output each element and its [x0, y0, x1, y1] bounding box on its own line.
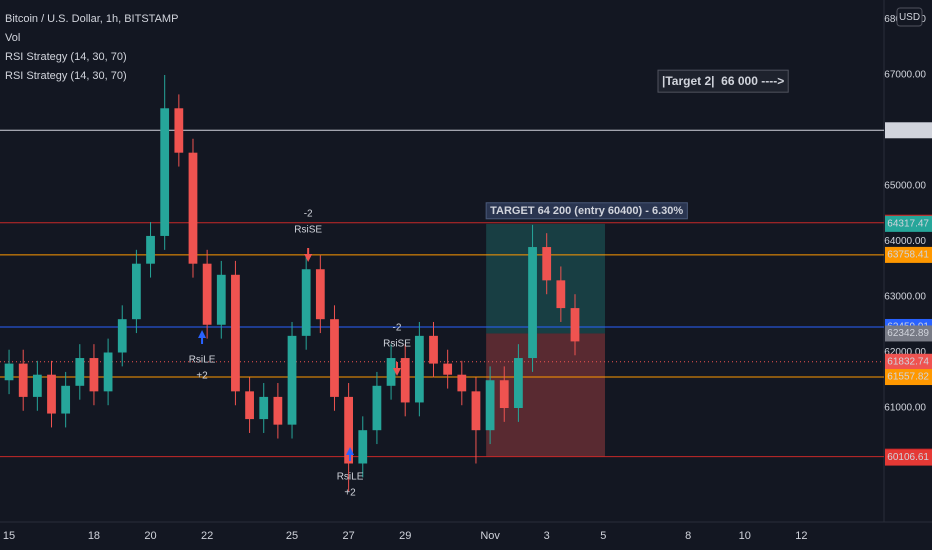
- signal-arrow: [393, 361, 402, 376]
- signal-label: RsiSE: [383, 339, 411, 350]
- signal-qty: +2: [344, 488, 356, 499]
- y-tick-label: 67000.00: [884, 70, 926, 81]
- candle-body: [32, 374, 42, 397]
- candle-body: [315, 269, 325, 320]
- candle-body: [160, 108, 170, 236]
- signal-arrow: [304, 248, 313, 263]
- candle-body: [330, 319, 339, 397]
- signal-label: RsiLE: [337, 472, 364, 483]
- x-tick-label: 8: [685, 530, 691, 542]
- candle-body: [514, 358, 523, 408]
- candle-body: [542, 247, 552, 281]
- signal-label: RsiSE: [294, 225, 322, 236]
- price-label: 61557.82: [887, 372, 929, 383]
- candle-body: [132, 263, 141, 320]
- candle-body: [89, 358, 99, 392]
- candle-body: [273, 396, 283, 425]
- candle-body: [75, 358, 85, 386]
- price-label-box: [885, 325, 932, 342]
- candle-body: [499, 380, 509, 408]
- price-label: 61832.74: [887, 356, 929, 367]
- x-tick-label: 12: [795, 530, 807, 542]
- y-tick-label: 61000.00: [884, 403, 926, 414]
- currency-label[interactable]: USD: [899, 12, 920, 23]
- signal-arrow: [346, 447, 355, 462]
- price-label: 64317.47: [887, 219, 929, 230]
- candle-body: [47, 374, 56, 414]
- candle-body: [372, 385, 382, 431]
- x-tick-label: 20: [144, 530, 156, 542]
- candle-body: [471, 391, 481, 431]
- signal-qty: +2: [196, 371, 208, 382]
- candle-body: [174, 108, 184, 153]
- candle-body: [414, 335, 424, 403]
- signal-qty: -2: [304, 209, 313, 220]
- candle-body: [202, 263, 212, 325]
- price-label-box: [885, 449, 932, 466]
- x-tick-label: 27: [342, 530, 354, 542]
- y-tick-label: 64000.00: [884, 236, 926, 247]
- candle-body: [103, 352, 113, 392]
- indicator-label: RSI Strategy (14, 30, 70): [5, 70, 127, 82]
- candle-body: [443, 363, 453, 375]
- candle-body: [528, 247, 537, 359]
- price-label-box: [885, 246, 932, 263]
- price-label: 60106.61: [887, 452, 929, 463]
- candle-body: [570, 308, 580, 342]
- indicator-label: Vol: [5, 32, 20, 44]
- plot: 15 18 20 22 25 27 29 Nov 3 5 8 10 12 61000.00 62000.00…: [0, 14, 926, 542]
- candle-body: [556, 280, 566, 309]
- candle-body: [259, 396, 269, 420]
- candle-body: [485, 380, 495, 431]
- x-tick-label: 18: [88, 530, 100, 542]
- price-label-box: [885, 122, 932, 139]
- candle-body: [188, 152, 198, 264]
- position-label-box: [485, 202, 688, 220]
- candle-body: [231, 274, 240, 392]
- currency-button[interactable]: [896, 7, 923, 27]
- indicator-label: RSI Strategy (14, 30, 70): [5, 51, 127, 63]
- candle-body: [400, 358, 410, 403]
- x-tick-label: 25: [286, 530, 298, 542]
- price-label: 63758.41: [887, 250, 929, 261]
- x-tick-label: Nov: [480, 530, 500, 542]
- x-tick-label: 22: [201, 530, 213, 542]
- y-tick-label: 65000.00: [884, 181, 926, 192]
- candle-body: [358, 430, 368, 464]
- candle-body: [18, 363, 28, 397]
- price-label-box: [885, 369, 932, 386]
- candle-body: [429, 335, 438, 364]
- signal-label: RsiLE: [189, 355, 216, 366]
- y-tick-label: 62000.00: [884, 347, 926, 358]
- y-tick-label: 63000.00: [884, 292, 926, 303]
- chart-title: Bitcoin / U.S. Dollar, 1h, BITSTAMP: [5, 13, 178, 25]
- candle-body: [4, 363, 14, 381]
- candle-body: [117, 319, 127, 353]
- price-label: 62342.89: [887, 328, 929, 339]
- candle-body: [344, 396, 354, 464]
- price-label-box: [885, 215, 932, 232]
- price-label: 66003.67: [887, 125, 929, 136]
- candle-body: [245, 391, 254, 420]
- candle-body: [301, 269, 311, 336]
- x-tick-label: 29: [399, 530, 411, 542]
- x-tick-label: 5: [600, 530, 606, 542]
- signal-arrow: [198, 330, 207, 345]
- target-note-box: [657, 69, 789, 93]
- x-tick-label: 15: [3, 530, 15, 542]
- candle-body: [457, 374, 467, 392]
- candle-body: [146, 235, 155, 264]
- candle-body: [61, 385, 71, 414]
- candle-body: [216, 274, 226, 325]
- candle-body: [386, 358, 396, 386]
- target-note: |Target 2| 66 000 ---->: [662, 74, 784, 88]
- candle-body: [287, 335, 297, 425]
- x-tick-label: 3: [544, 530, 550, 542]
- x-tick-label: 10: [739, 530, 751, 542]
- signal-qty: -2: [393, 323, 402, 334]
- position-label: TARGET 64 200 (entry 60400) - 6.30%: [490, 205, 683, 217]
